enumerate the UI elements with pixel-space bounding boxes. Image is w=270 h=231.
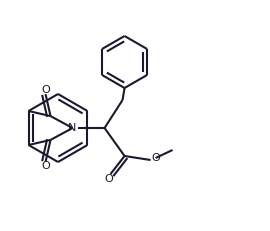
Text: O: O <box>104 174 113 184</box>
Text: O: O <box>41 161 50 171</box>
Text: N: N <box>68 123 77 133</box>
Text: O: O <box>41 85 50 95</box>
Text: O: O <box>151 153 160 163</box>
